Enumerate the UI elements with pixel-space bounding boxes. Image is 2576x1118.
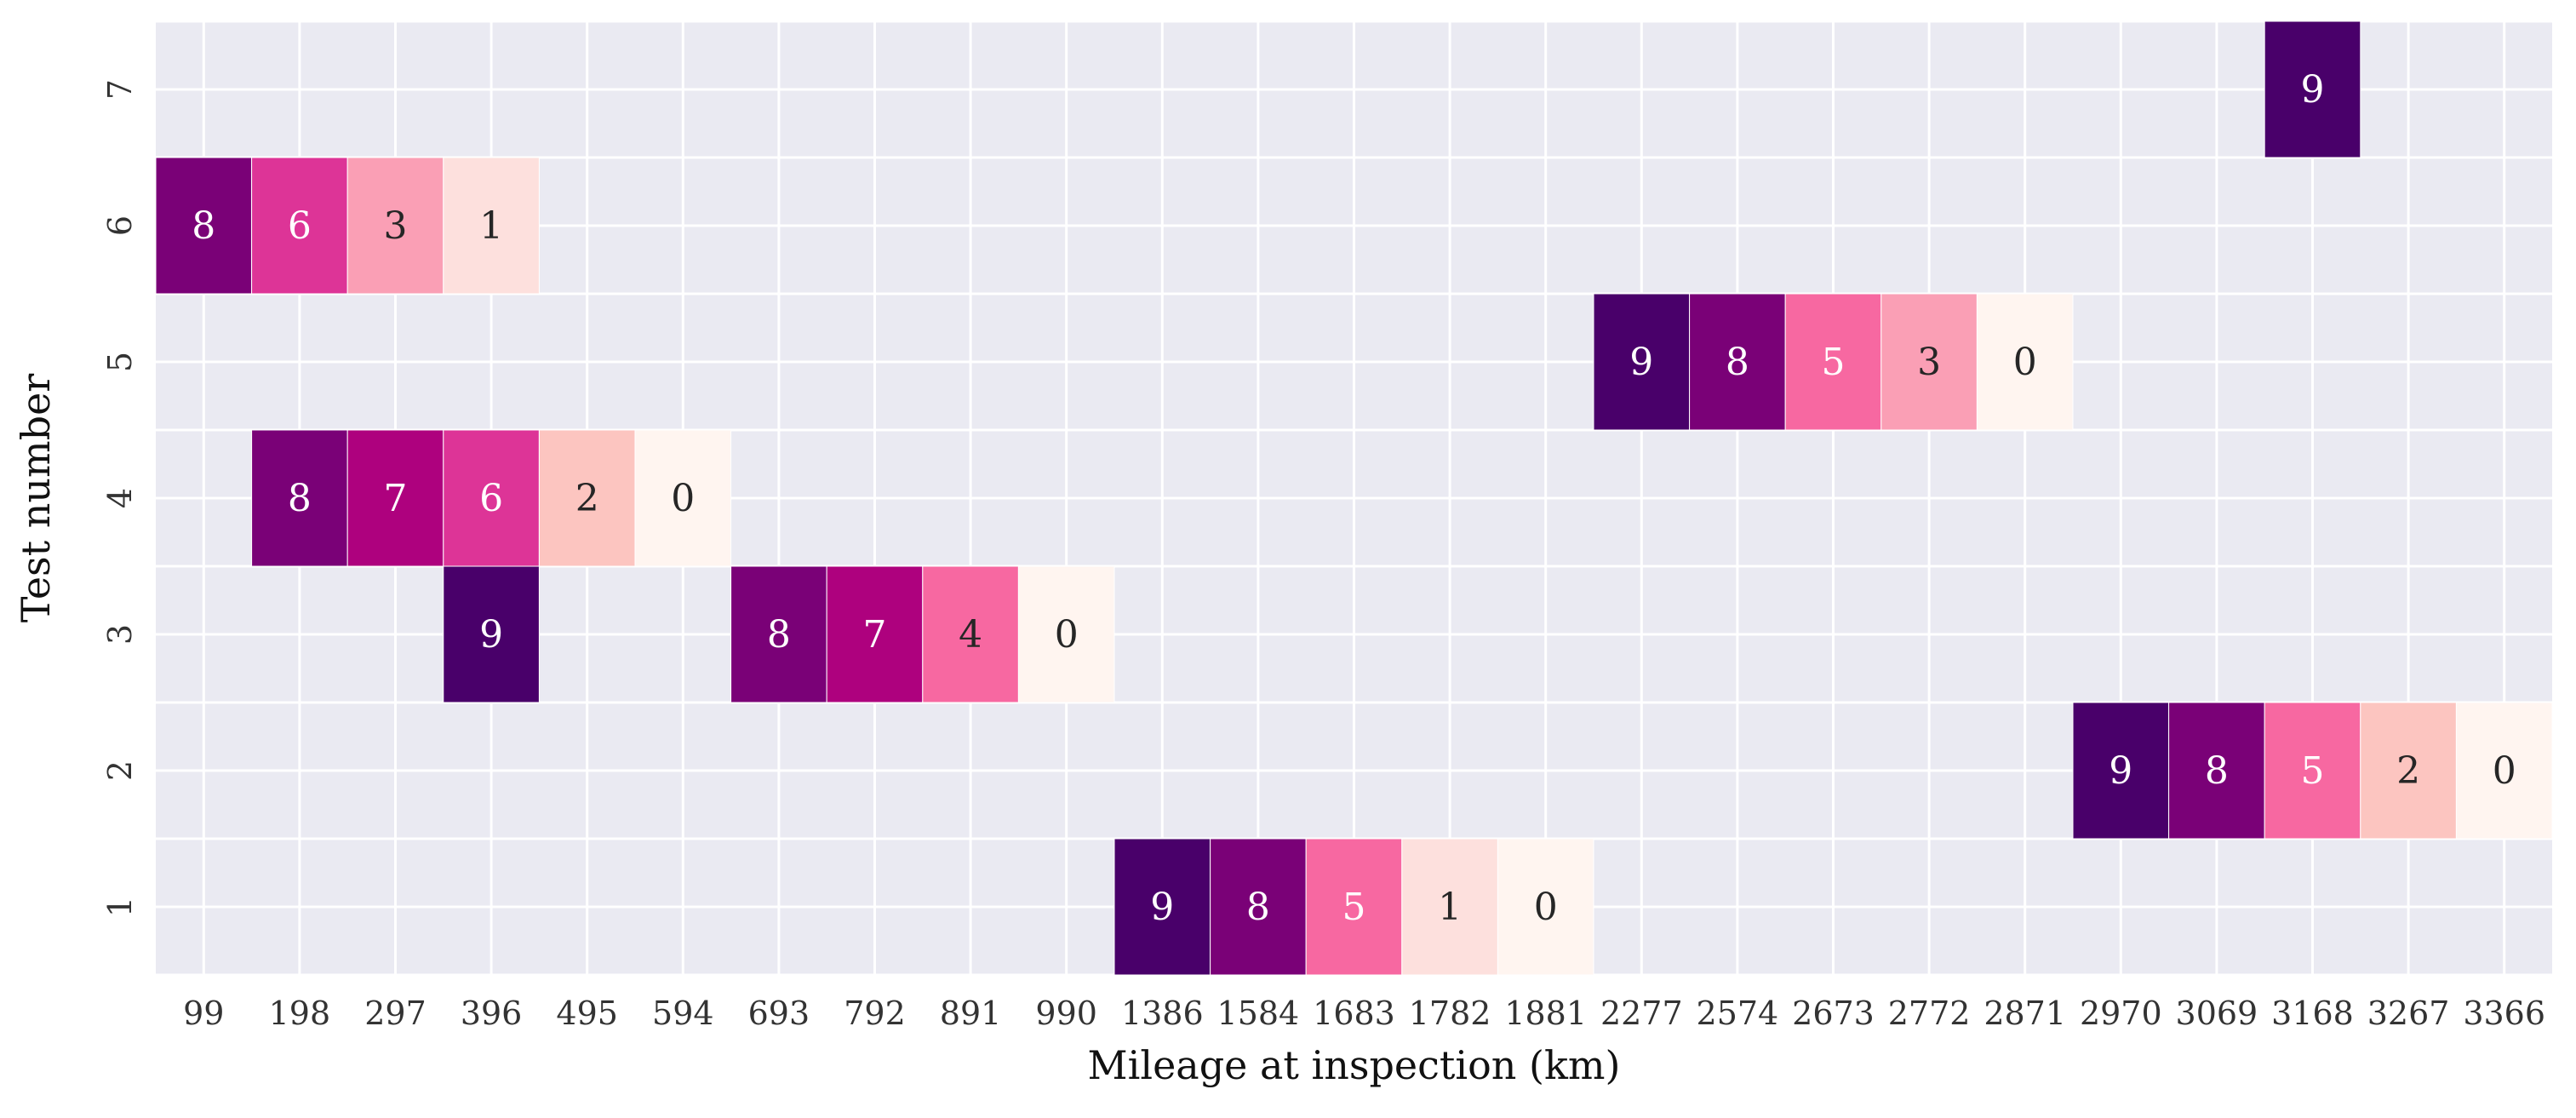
y-tick-label: 6 (101, 215, 139, 236)
heatmap-cell (1593, 293, 1691, 431)
heatmap-cell (155, 157, 253, 295)
cell-value-label: 5 (1822, 341, 1846, 384)
cell-value-label: 4 (959, 613, 982, 656)
y-tick-label: 7 (101, 79, 139, 100)
cell-value-label: 5 (2301, 749, 2325, 793)
x-tick-label: 3366 (2463, 995, 2545, 1032)
x-tick-label: 3168 (2271, 995, 2354, 1032)
heatmap-cell (1401, 838, 1498, 976)
heatmap-cell (1305, 838, 1403, 976)
x-tick-label: 1386 (1121, 995, 1204, 1032)
cell-value-label: 7 (863, 613, 887, 656)
cell-value-label: 2 (575, 477, 599, 520)
cell-value-label: 0 (1055, 613, 1079, 656)
cell-value-label: 9 (1629, 341, 1653, 384)
heatmap-cell (2455, 702, 2553, 840)
x-tick-label: 792 (844, 995, 906, 1032)
x-tick-label: 2871 (1984, 995, 2066, 1032)
heatmap-cell (346, 157, 444, 295)
x-tick-label: 891 (940, 995, 1002, 1032)
heatmap-cell (2264, 702, 2361, 840)
cell-value-label: 8 (2205, 749, 2229, 793)
heatmap-cell (2168, 702, 2265, 840)
x-tick-label: 693 (748, 995, 810, 1032)
cell-value-label: 7 (384, 477, 408, 520)
cell-value-label: 0 (1534, 886, 1558, 929)
cell-value-label: 8 (767, 613, 791, 656)
heatmap-cell (2360, 702, 2457, 840)
x-tick-label: 495 (556, 995, 618, 1032)
cell-value-label: 1 (479, 204, 503, 248)
cell-value-label: 8 (192, 204, 215, 248)
x-tick-label: 1782 (1409, 995, 1491, 1032)
cell-value-label: 3 (1917, 341, 1941, 384)
x-tick-label: 594 (652, 995, 714, 1032)
heatmap-cell (443, 565, 540, 703)
x-tick-label: 990 (1035, 995, 1097, 1032)
heatmap-cell (346, 429, 444, 567)
x-axis-ticks: 99 198 297 396 495 594 693 792 891 990 1386 1584 168… (183, 995, 2545, 1032)
x-tick-label: 2574 (1697, 995, 1779, 1032)
heatmap-cell (730, 565, 827, 703)
heatmap-cell (1689, 293, 1786, 431)
x-tick-label: 2673 (1792, 995, 1875, 1032)
heatmap-cell (1497, 838, 1594, 976)
y-axis-title: Test number (13, 374, 59, 623)
cell-value-label: 1 (1438, 886, 1462, 929)
y-tick-label: 5 (101, 352, 139, 372)
cell-value-label: 9 (2301, 68, 2325, 112)
y-tick-label: 4 (101, 488, 139, 508)
y-axis-ticks: 7 6 5 4 3 2 1 (101, 79, 139, 917)
cell-value-label: 0 (671, 477, 695, 520)
heatmap-cell (2072, 702, 2170, 840)
x-tick-label: 1683 (1313, 995, 1395, 1032)
cell-value-label: 5 (1342, 886, 1366, 929)
heatmap-cells: 9 8 6 3 1 9 8 5 3 0 8 7 6 2 0 9 8 7 4 0 9 8 5 2 0 9 8 5 1 0 (155, 20, 2553, 976)
heatmap-cell (443, 157, 540, 295)
cell-value-label: 9 (2109, 749, 2132, 793)
cell-value-label: 8 (1726, 341, 1749, 384)
x-tick-label: 2772 (1888, 995, 1971, 1032)
cell-value-label: 9 (1150, 886, 1174, 929)
x-tick-label: 99 (183, 995, 224, 1032)
heatmap-cell (1210, 838, 1307, 976)
x-tick-label: 1881 (1504, 995, 1587, 1032)
cell-value-label: 0 (2013, 341, 2037, 384)
x-tick-label: 3267 (2367, 995, 2450, 1032)
heatmap-cell (251, 157, 348, 295)
x-axis-title: Mileage at inspection (km) (1088, 1042, 1621, 1088)
x-tick-label: 297 (364, 995, 426, 1032)
cell-value-label: 8 (288, 477, 312, 520)
x-tick-label: 3069 (2176, 995, 2258, 1032)
heatmap-cell (634, 429, 732, 567)
x-tick-label: 2970 (2080, 995, 2162, 1032)
x-tick-label: 396 (461, 995, 523, 1032)
y-tick-label: 2 (101, 760, 139, 781)
y-tick-label: 1 (101, 897, 139, 917)
cell-value-label: 3 (384, 204, 408, 248)
cell-value-label: 0 (2493, 749, 2516, 793)
heatmap-cell (2264, 20, 2361, 158)
x-tick-label: 2277 (1600, 995, 1683, 1032)
heatmap-cell (1113, 838, 1211, 976)
heatmap-cell (826, 565, 924, 703)
heatmap-cell (1880, 293, 1978, 431)
heatmap-cell (443, 429, 540, 567)
x-tick-label: 198 (269, 995, 331, 1032)
heatmap-cell (922, 565, 1019, 703)
heatmap-cell (1784, 293, 1882, 431)
cell-value-label: 6 (288, 204, 312, 248)
y-tick-label: 3 (101, 624, 139, 645)
heatmap-cell (1976, 293, 2074, 431)
heatmap-cell (1017, 565, 1115, 703)
cell-value-label: 6 (479, 477, 503, 520)
cell-value-label: 2 (2396, 749, 2420, 793)
heatmap-cell (251, 429, 348, 567)
cell-value-label: 9 (479, 613, 503, 656)
cell-value-label: 8 (1246, 886, 1270, 929)
x-tick-label: 1584 (1217, 995, 1300, 1032)
heatmap-cell (538, 429, 636, 567)
